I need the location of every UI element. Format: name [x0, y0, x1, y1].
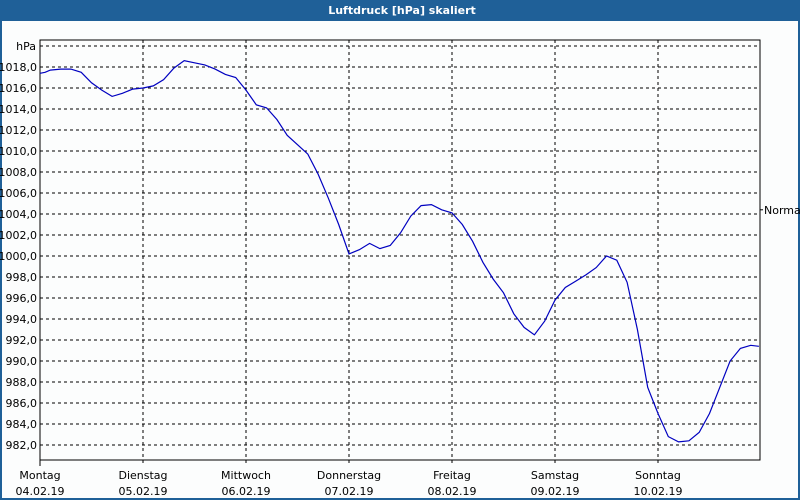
grid-lines [39, 40, 760, 466]
x-axis-labels: Montag 04.02.19 Dienstag 05.02.19 Mittwoch 06… [16, 469, 683, 498]
pressure-series-line [39, 60, 759, 443]
y-tick-label: 996,0 [6, 292, 38, 305]
x-tick-day: Freitag [433, 469, 471, 482]
y-tick-label: 1002,0 [0, 229, 37, 242]
chart-title: Luftdruck [hPa] skaliert [2, 0, 800, 21]
y-tick-label: 1006,0 [0, 187, 37, 200]
normal-reference-label: Normal [764, 204, 800, 217]
x-tick-date: 04.02.19 [16, 485, 65, 498]
x-tick-day: Samstag [531, 469, 579, 482]
x-tick-date: 08.02.19 [428, 485, 477, 498]
x-tick-date: 05.02.19 [119, 485, 168, 498]
y-tick-label: 1014,0 [0, 103, 37, 116]
y-tick-label: 1008,0 [0, 166, 37, 179]
y-tick-label: 1016,0 [0, 82, 37, 95]
x-tick-day: Mittwoch [221, 469, 271, 482]
y-tick-label: 992,0 [6, 334, 38, 347]
x-tick-date: 06.02.19 [222, 485, 271, 498]
x-tick-date: 07.02.19 [325, 485, 374, 498]
x-tick-day: Dienstag [118, 469, 167, 482]
y-axis-labels: hPa 1018,0 1016,0 1014,0 1012,0 1010,0 1008,0 1… [0, 40, 37, 452]
y-tick-label: 1012,0 [0, 124, 37, 137]
x-tick-day: Montag [19, 469, 60, 482]
plot-border [39, 39, 761, 461]
x-tick-date: 09.02.19 [531, 485, 580, 498]
y-tick-label: 1004,0 [0, 208, 37, 221]
y-tick-label: 988,0 [6, 376, 38, 389]
y-tick-label: 994,0 [6, 313, 38, 326]
y-tick-label: 982,0 [6, 439, 38, 452]
y-tick-label: 1000,0 [0, 250, 37, 263]
y-tick-label: 1010,0 [0, 145, 37, 158]
y-tick-label: 1018,0 [0, 61, 37, 74]
y-axis-unit: hPa [16, 40, 36, 53]
y-tick-label: 986,0 [6, 397, 38, 410]
y-tick-label: 984,0 [6, 418, 38, 431]
x-tick-day: Donnerstag [317, 469, 381, 482]
y-tick-label: 990,0 [6, 355, 38, 368]
x-tick-day: Sonntag [635, 469, 681, 482]
x-tick-date: 10.02.19 [634, 485, 683, 498]
y-tick-label: 998,0 [6, 271, 38, 284]
